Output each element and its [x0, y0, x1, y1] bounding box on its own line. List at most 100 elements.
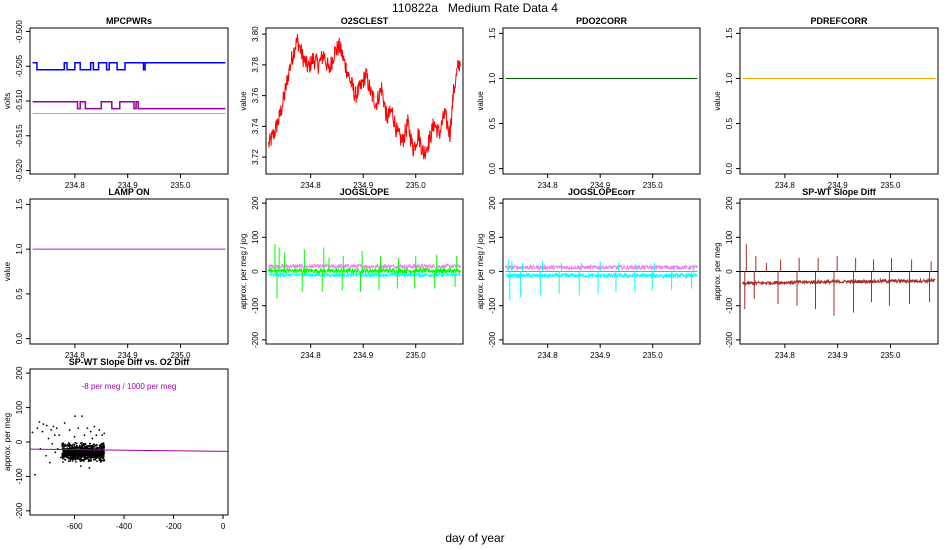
lampon-x-tick-label: 234.8 [65, 351, 86, 360]
spwtvso2-point [77, 454, 79, 457]
spwtslopediff-x-tick-label: 234.8 [775, 351, 796, 360]
jogslope-x-tick-label: 235.0 [406, 351, 427, 360]
o2sclest-x-tick-label: 234.8 [301, 181, 322, 190]
o2sclest-x-tick-label: 235.0 [406, 181, 427, 190]
jogslopecorr-x-tick-label: 234.8 [538, 351, 559, 360]
pdo2corr-x-tick-label: 234.8 [538, 181, 559, 190]
spwtvso2-point [82, 458, 85, 461]
spwtvso2-point [66, 444, 69, 446]
spwtvso2-point [75, 442, 78, 445]
jogslopecorr-y-tick-label: 0 [488, 269, 497, 274]
jogslopecorr-y-tick-label: 200 [488, 196, 497, 210]
pdo2corr-y-tick-label: 1.0 [488, 72, 497, 84]
spwtvso2-point [62, 449, 65, 452]
spwtvso2-point [62, 443, 64, 445]
spwtslopediff-title: SP-WT Slope Diff [802, 187, 876, 197]
spwtvso2-point [74, 456, 76, 459]
spwtvso2-point [67, 460, 70, 462]
spwtvso2-point [71, 460, 74, 462]
lampon-y-tick-label: 1.0 [15, 243, 24, 255]
pdo2corr-y-tick-label: 1.5 [488, 27, 497, 39]
spwtvso2-point [63, 458, 66, 461]
spwtvso2-point [102, 454, 105, 456]
spwtvso2-point [58, 434, 61, 437]
spwtvso2-point [73, 451, 75, 454]
o2sclest-x-tick-label: 234.9 [353, 181, 374, 190]
mpcpwrs-series-1 [32, 100, 226, 110]
spwtvso2-point [86, 456, 89, 459]
mpcpwrs-y-tick-label: -0.505 [15, 54, 24, 77]
spwtvso2-point [83, 446, 86, 449]
spwtvso2-point [78, 447, 80, 449]
jogslope-title: JOGSLOPE [340, 187, 390, 197]
jogslopecorr-y-tick-label: -100 [488, 297, 497, 314]
jogslope-y-axis-label: approx. per meg / jog [239, 234, 248, 310]
spwtvso2-point [62, 452, 65, 455]
o2sclest-y-axis-label: value [239, 91, 248, 111]
spwtvso2-point [103, 432, 106, 435]
spwtvso2-point [100, 452, 103, 455]
spwtvso2-x-tick-label: -200 [166, 522, 183, 531]
spwtvso2-point [61, 458, 64, 460]
x-axis-title: day of year [445, 531, 505, 545]
chart-jogslopecorr: JOGSLOPEcorr 234.8 234.9 235.0 -200 -100 0 100 2… [476, 187, 701, 360]
spwtvso2-point [64, 443, 67, 446]
spwtvso2-point [75, 447, 78, 449]
spwtvso2-point [84, 442, 87, 445]
spwtvso2-point [85, 454, 87, 457]
spwtvso2-point [95, 451, 97, 453]
spwtvso2-point [89, 459, 92, 462]
spwtvso2-point [74, 415, 76, 418]
spwtvso2-point [73, 443, 76, 446]
spwtvso2-point [79, 442, 82, 444]
o2sclest-series-0 [268, 34, 461, 160]
jogslope-y-tick-label: 0 [251, 269, 260, 274]
spwtvso2-point [54, 451, 57, 454]
mpcpwrs-series-0 [32, 62, 226, 71]
spwtvso2-point [88, 455, 91, 458]
pdo2corr-y-tick-label: 0.0 [488, 162, 497, 174]
spwtvso2-point [60, 456, 62, 459]
spwtvso2-point [80, 444, 83, 446]
spwtvso2-point [85, 446, 88, 449]
o2sclest-y-tick-label: 3.74 [251, 118, 260, 134]
o2sclest-y-tick-label: 3.72 [251, 149, 260, 165]
mpcpwrs-y-tick-label: -0.500 [15, 20, 24, 43]
spwtvso2-point [85, 447, 87, 450]
spwtslopediff-x-tick-label: 234.9 [828, 351, 849, 360]
spwtvso2-point [89, 453, 92, 456]
spwtvso2-point [31, 431, 34, 434]
spwtvso2-point [74, 450, 77, 453]
spwtvso2-point [48, 461, 51, 464]
spwtvso2-x-tick-label: 0 [221, 522, 226, 531]
pdrefcorr-x-tick-label: 234.9 [828, 181, 849, 190]
spwtvso2-point [34, 473, 36, 476]
spwtvso2-point [96, 453, 99, 455]
spwtvso2-point [96, 460, 98, 462]
spwtvso2-point [66, 447, 69, 450]
pdrefcorr-y-tick-label: 0.0 [725, 162, 734, 174]
spwtvso2-point [65, 454, 68, 457]
pdo2corr-x-tick-label: 235.0 [643, 181, 664, 190]
spwtvso2-point [99, 460, 102, 462]
page-title: 110822a Medium Rate Data 4 [392, 1, 558, 15]
chart-pdrefcorr: PDREFCORR 234.8 234.9 235.0 0.0 0.5 1.0 1.5 valu… [713, 16, 939, 190]
spwtvso2-point [55, 427, 58, 430]
spwtvso2-point [86, 427, 89, 430]
spwtvso2-point [102, 442, 105, 445]
spwtvso2-point [74, 442, 76, 444]
spwtvso2-point [93, 425, 96, 428]
spwtvso2-point [96, 446, 99, 449]
spwtvso2-point [88, 444, 90, 447]
spwtvso2-annotation: -8 per meg / 1000 per meg [82, 382, 177, 391]
spwtvso2-point [78, 445, 81, 448]
pdrefcorr-x-tick-label: 235.0 [880, 181, 901, 190]
jogslope-y-tick-label: 200 [251, 196, 260, 210]
jogslopecorr-y-tick-label: -200 [488, 331, 497, 348]
spwtslopediff-x-tick-label: 235.0 [880, 351, 901, 360]
jogslopecorr-x-tick-label: 235.0 [643, 351, 664, 360]
spwtvso2-point [98, 429, 101, 431]
spwtvso2-point [42, 423, 45, 425]
jogslopecorr-title: JOGSLOPEcorr [568, 187, 636, 197]
jogslopecorr-y-tick-label: 100 [488, 230, 497, 244]
